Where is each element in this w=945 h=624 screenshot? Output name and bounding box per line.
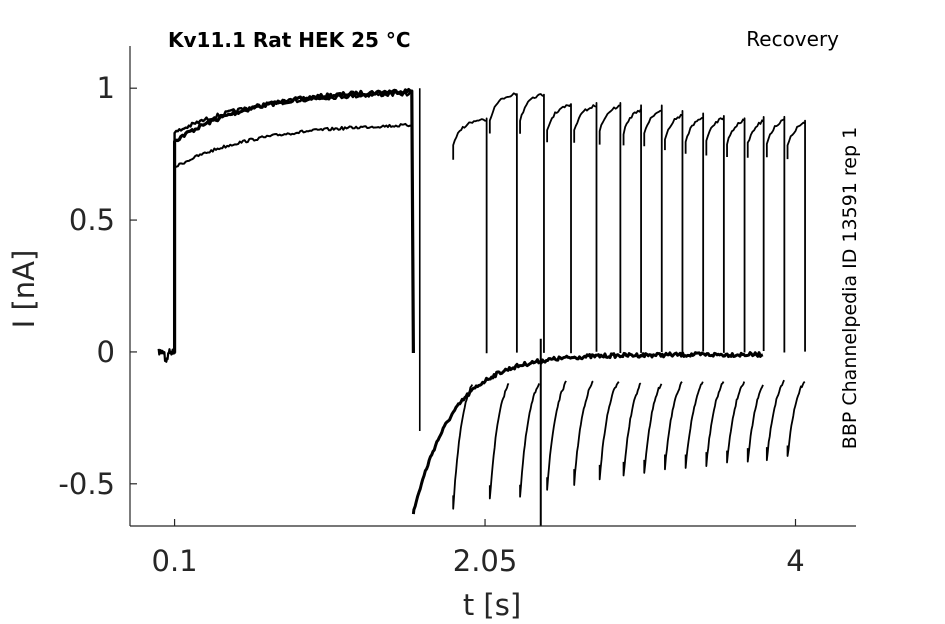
x-tick-label: 0.1: [152, 544, 198, 578]
test-dip-trace: [643, 383, 663, 474]
y-tick-label: 1: [97, 71, 115, 105]
x-tick-label: 2.05: [453, 544, 518, 578]
test-pulse-trace: [684, 112, 705, 352]
test-pulse-trace: [573, 102, 598, 352]
side-label: BBP Channelpedia ID 13591 rep 1: [839, 127, 861, 449]
prepulse-trace-upper: [172, 87, 415, 354]
prepulse-trace-upper-2: [173, 90, 415, 354]
y-tick-label: 0.5: [69, 203, 115, 237]
test-pulse-trace: [664, 109, 684, 354]
test-pulse-trace: [643, 104, 663, 353]
y-tick-label: 0: [97, 335, 115, 369]
test-pulse-trace: [622, 104, 642, 353]
test-dip-trace: [664, 381, 683, 471]
test-dip-trace: [598, 381, 620, 481]
current-traces: [157, 87, 806, 526]
test-pulse-trace: [786, 119, 806, 352]
prepulse-trace-lower: [173, 122, 415, 354]
chart-axes: [129, 46, 856, 527]
x-ticks: 0.1 2.05 4: [152, 519, 805, 578]
test-pulse-trace: [452, 117, 488, 354]
y-ticks: -0.5 0 0.5 1: [58, 71, 137, 501]
test-pulse-trace: [519, 93, 545, 353]
y-tick-label: -0.5: [58, 467, 115, 501]
test-dip-trace: [726, 381, 746, 464]
tail-trace: [411, 351, 764, 515]
test-dip-trace: [546, 380, 567, 491]
test-dip-trace: [705, 381, 725, 467]
chart-subtitle: Recovery: [746, 27, 839, 51]
test-dip-trace: [746, 384, 764, 463]
test-dip-trace: [786, 381, 806, 457]
test-pulse-trace: [705, 114, 725, 353]
test-pulse-trace: [765, 115, 786, 353]
test-pulse-trace: [488, 92, 518, 353]
test-dip-trace: [519, 383, 541, 498]
test-dip-trace: [452, 384, 474, 510]
test-pulse-trace: [746, 115, 765, 352]
y-axis-label: I [nA]: [7, 250, 41, 329]
test-dip-trace: [573, 380, 594, 486]
x-axis-label: t [s]: [463, 588, 521, 622]
test-dip-trace: [488, 383, 510, 500]
test-pulse-trace: [546, 103, 572, 354]
chart-title: Kv11.1 Rat HEK 25 °C: [168, 28, 411, 52]
test-pulse-trace: [598, 102, 622, 353]
test-dip-trace: [684, 381, 704, 469]
baseline-trace: [157, 348, 176, 363]
test-dip-trace: [622, 382, 642, 477]
x-tick-label: 4: [786, 544, 804, 578]
test-dip-trace: [765, 379, 785, 462]
test-pulse-trace: [726, 117, 746, 353]
